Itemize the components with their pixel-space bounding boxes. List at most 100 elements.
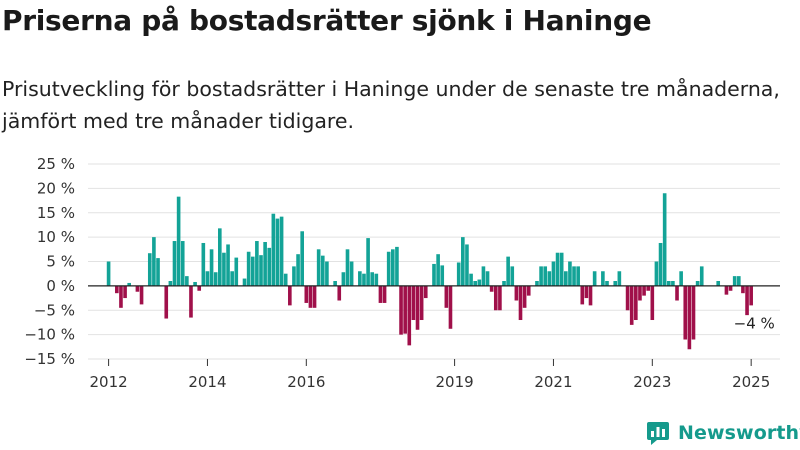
y-tick-label: 5 % [46,253,75,271]
bar [436,254,440,286]
bar [584,285,589,299]
bar [419,285,424,321]
bar [242,278,247,286]
bar [592,271,597,286]
bar [440,265,445,286]
bar [481,266,486,286]
bar [189,285,193,318]
bar [728,285,733,291]
bar [415,285,420,330]
bar [320,255,325,286]
x-axis-ticks: 2012 2014 2016 2019 2021 2023 2025 [90,359,770,391]
bar [461,237,465,286]
x-tick-label: 2021 [534,373,572,391]
bar [724,285,729,295]
bar [168,281,173,286]
bar [201,242,206,286]
bar [115,285,119,294]
bar [617,271,622,286]
bar [543,266,548,286]
bar [749,285,753,306]
bar [514,285,519,301]
bar [650,285,655,321]
bar [386,251,391,286]
bar [506,256,510,286]
bar [465,244,469,286]
bar [448,285,453,329]
bar [279,216,284,286]
bar [638,285,642,301]
bar [662,193,667,286]
bar [613,281,618,286]
x-tick-label: 2016 [287,373,325,391]
bar [526,285,531,296]
bar [695,281,700,286]
bar [555,252,560,286]
bar [185,276,189,286]
bar [246,251,251,286]
x-tick-label: 2023 [633,373,671,391]
bar [222,252,226,286]
bar [374,273,379,286]
bar [716,281,721,286]
bar [349,261,354,286]
y-tick-label: 25 % [37,155,75,173]
bar [601,271,605,286]
x-tick-label: 2019 [436,373,474,391]
bar [123,285,127,299]
bar [498,285,502,311]
bar [539,266,543,286]
bar [176,196,181,286]
bar [358,271,362,286]
bar [156,258,160,286]
x-tick-label: 2025 [732,373,770,391]
bar [564,271,568,286]
bar [568,261,572,286]
bar [732,276,737,286]
bar [469,273,473,286]
bar [341,272,346,286]
bar [691,285,696,340]
bar [172,241,177,286]
bar [147,253,152,286]
bar [218,228,222,286]
bar [312,285,317,308]
bar [378,285,383,303]
bar [213,272,218,286]
bar [666,281,671,286]
bar [337,285,342,301]
y-tick-label: −5 % [34,301,75,319]
bar [535,281,539,286]
bar [580,285,585,305]
bar [288,285,292,306]
bar [699,266,704,286]
bar [432,263,436,286]
bar [687,285,692,350]
bar [399,285,403,335]
bar [551,261,556,286]
bar [106,261,111,286]
bar [444,285,449,308]
bar [737,276,741,286]
newsworthy-logo[interactable]: Newsworthy [645,419,800,447]
bar [135,285,140,292]
last-value-label: −4 % [734,314,775,332]
bar [267,247,272,286]
newsworthy-logo-icon [647,422,669,445]
x-tick-label: 2012 [90,373,128,391]
bar [370,272,375,286]
bar [654,261,659,286]
bar [275,218,280,286]
bar [605,281,609,286]
y-tick-label: 0 % [46,277,75,295]
bar [745,285,749,316]
bar [646,285,650,291]
bar [230,271,234,286]
bar [675,285,679,301]
bar [255,241,259,286]
bar [366,238,370,286]
chart-subtitle: Prisutveckling för bostadsrätter i Hanin… [2,77,780,133]
bar [391,249,395,286]
bar [362,273,366,286]
bar [209,249,214,286]
